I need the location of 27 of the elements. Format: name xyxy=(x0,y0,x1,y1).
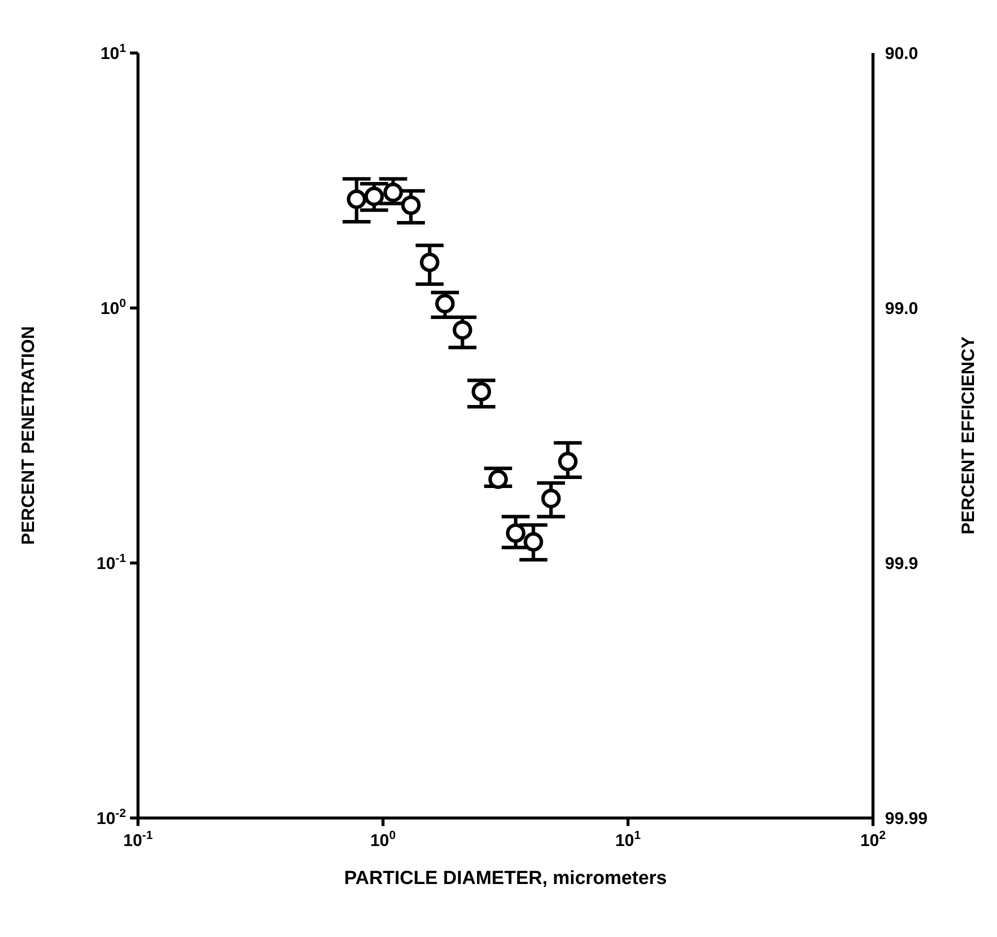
point xyxy=(472,382,492,402)
x-axis-title: PARTICLE DIAMETER, micrometers xyxy=(343,868,668,890)
y-axis-title: PERCENT PENETRATION xyxy=(18,326,38,545)
text: 99.0 xyxy=(885,299,918,318)
text: 90.0 xyxy=(885,44,918,63)
point xyxy=(452,320,472,340)
y-tick-label: 10$^{-2}$ xyxy=(96,806,126,828)
text: 99.99 xyxy=(885,809,928,828)
y-tick-label: 10$^{1}$ xyxy=(100,41,126,63)
point xyxy=(506,523,526,543)
point xyxy=(364,186,384,206)
point xyxy=(558,452,578,472)
text: 99.9 xyxy=(885,554,918,573)
y-tick-label: 10$^{-1}$ xyxy=(96,551,126,573)
x-tick-label: 10$^{2}$ xyxy=(860,828,886,850)
point xyxy=(524,532,544,552)
point xyxy=(346,189,366,209)
y-tick-label: 10$^{0}$ xyxy=(100,296,126,318)
point xyxy=(435,294,455,314)
x-tick-label: 10$^{0}$ xyxy=(370,828,396,850)
x-tick-label: 10$^{1}$ xyxy=(615,828,642,850)
point xyxy=(488,470,508,490)
y2-axis-title: PERCENT EFFICIENCY xyxy=(958,336,978,535)
point xyxy=(383,182,403,202)
x-tick-label: 10$^{-1}$ xyxy=(123,828,154,850)
point xyxy=(541,488,561,508)
point xyxy=(401,195,421,215)
